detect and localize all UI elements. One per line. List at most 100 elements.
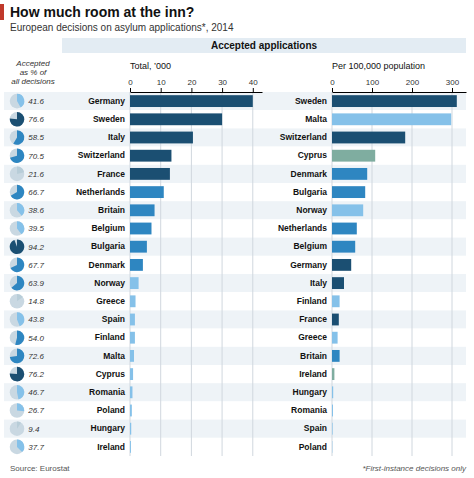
tick-label: 0 [128,78,133,87]
category-label: Italy [310,278,327,288]
pie [10,403,25,418]
pie [10,258,25,273]
tick: Spain [304,423,327,433]
bar [332,95,457,107]
pie-panel: 41.676.658.570.521.666.738.639.594.267.7… [10,94,45,454]
tick: Hungary [91,423,126,433]
title-accent [0,4,4,20]
data-label: 76.6 [28,115,44,124]
bar [130,277,139,289]
bar [130,368,133,380]
pie-header-line: all decisions [11,77,55,86]
axis-line [131,92,263,93]
pie-wedge [11,185,25,200]
category-label: Norway [94,278,125,288]
tick: Finland [95,332,125,342]
bar [332,259,351,271]
pie-wedge [17,421,21,428]
footnote: *First-instance decisions only [362,464,467,473]
grid-line [372,92,373,456]
row-background [4,383,466,401]
category-label: France [299,314,327,324]
bar [130,314,135,326]
row-background [4,329,466,347]
category-label: Bulgaria [293,187,327,197]
pie [10,148,25,163]
data-label: 54.0 [28,334,44,343]
tick: 0 [128,78,133,92]
pie [10,294,25,309]
tick: Malta [305,114,327,124]
pie-background [10,421,25,436]
tick: Ireland [299,369,327,379]
tick: 20 [187,78,196,92]
category-label: Cyprus [298,150,328,160]
tick: Switzerland [78,150,125,160]
pie-background [10,294,25,309]
bar [130,441,131,453]
bar [130,168,170,180]
bar [130,95,253,107]
bar [130,223,151,235]
tick: 30 [218,78,227,92]
bar [332,277,344,289]
tick: Poland [299,442,327,452]
grid [332,92,452,456]
tick: Norway [94,278,125,288]
category-label: Britain [300,351,327,361]
row-background [4,128,466,146]
tick: 40 [249,78,258,92]
tick: Romania [89,387,125,397]
pie [10,94,25,109]
pie-background [10,330,25,345]
tick: Finland [297,296,327,306]
category-label: Switzerland [78,150,125,160]
pie-header-line: Accepted [15,59,50,68]
pie-header: Acceptedas % ofall decisions [11,59,55,86]
row-background [4,365,466,383]
tick: Bulgaria [293,187,327,197]
pie-wedge [17,203,24,216]
row-background [4,92,466,110]
bar [332,150,375,162]
tick-label: 300 [446,78,460,87]
row-background [4,438,466,456]
bar [332,223,357,235]
tick-mark [372,88,373,92]
category-label: Italy [108,132,125,142]
bar [130,332,135,344]
bar-panel: Per 100,000 population0100200300SwedenMa… [278,61,467,456]
pie-wedge [10,349,24,364]
axis-line [333,92,467,93]
pie [10,276,25,291]
category-label: Malta [305,114,327,124]
data-label: 14.8 [28,297,44,306]
row-background [4,420,466,438]
data-label: 43.8 [28,315,44,324]
title: How much room at the inn? [10,4,194,20]
row-background [4,347,466,365]
data-label: 94.2 [28,243,44,252]
tick: France [299,314,327,324]
tick-mark [191,88,192,92]
category-label: Finland [297,296,327,306]
category-label: Ireland [97,442,125,452]
pie-wedge [17,294,23,301]
tick-mark [130,88,131,92]
category-label: Denmark [89,260,126,270]
pie-background [10,367,25,382]
tick: 0 [330,78,335,92]
bar [332,113,451,125]
pie-wedge [17,94,24,108]
bar [130,259,143,271]
pie-background [10,112,25,127]
x-axis: 010203040 [128,78,262,93]
pie-wedge [17,312,24,326]
tick: Sweden [295,96,327,106]
pie-wedge [13,130,24,145]
bar [332,132,405,144]
pie [10,130,25,145]
tick: Bulgaria [91,241,125,251]
row-background [4,201,466,219]
bar [332,186,365,198]
